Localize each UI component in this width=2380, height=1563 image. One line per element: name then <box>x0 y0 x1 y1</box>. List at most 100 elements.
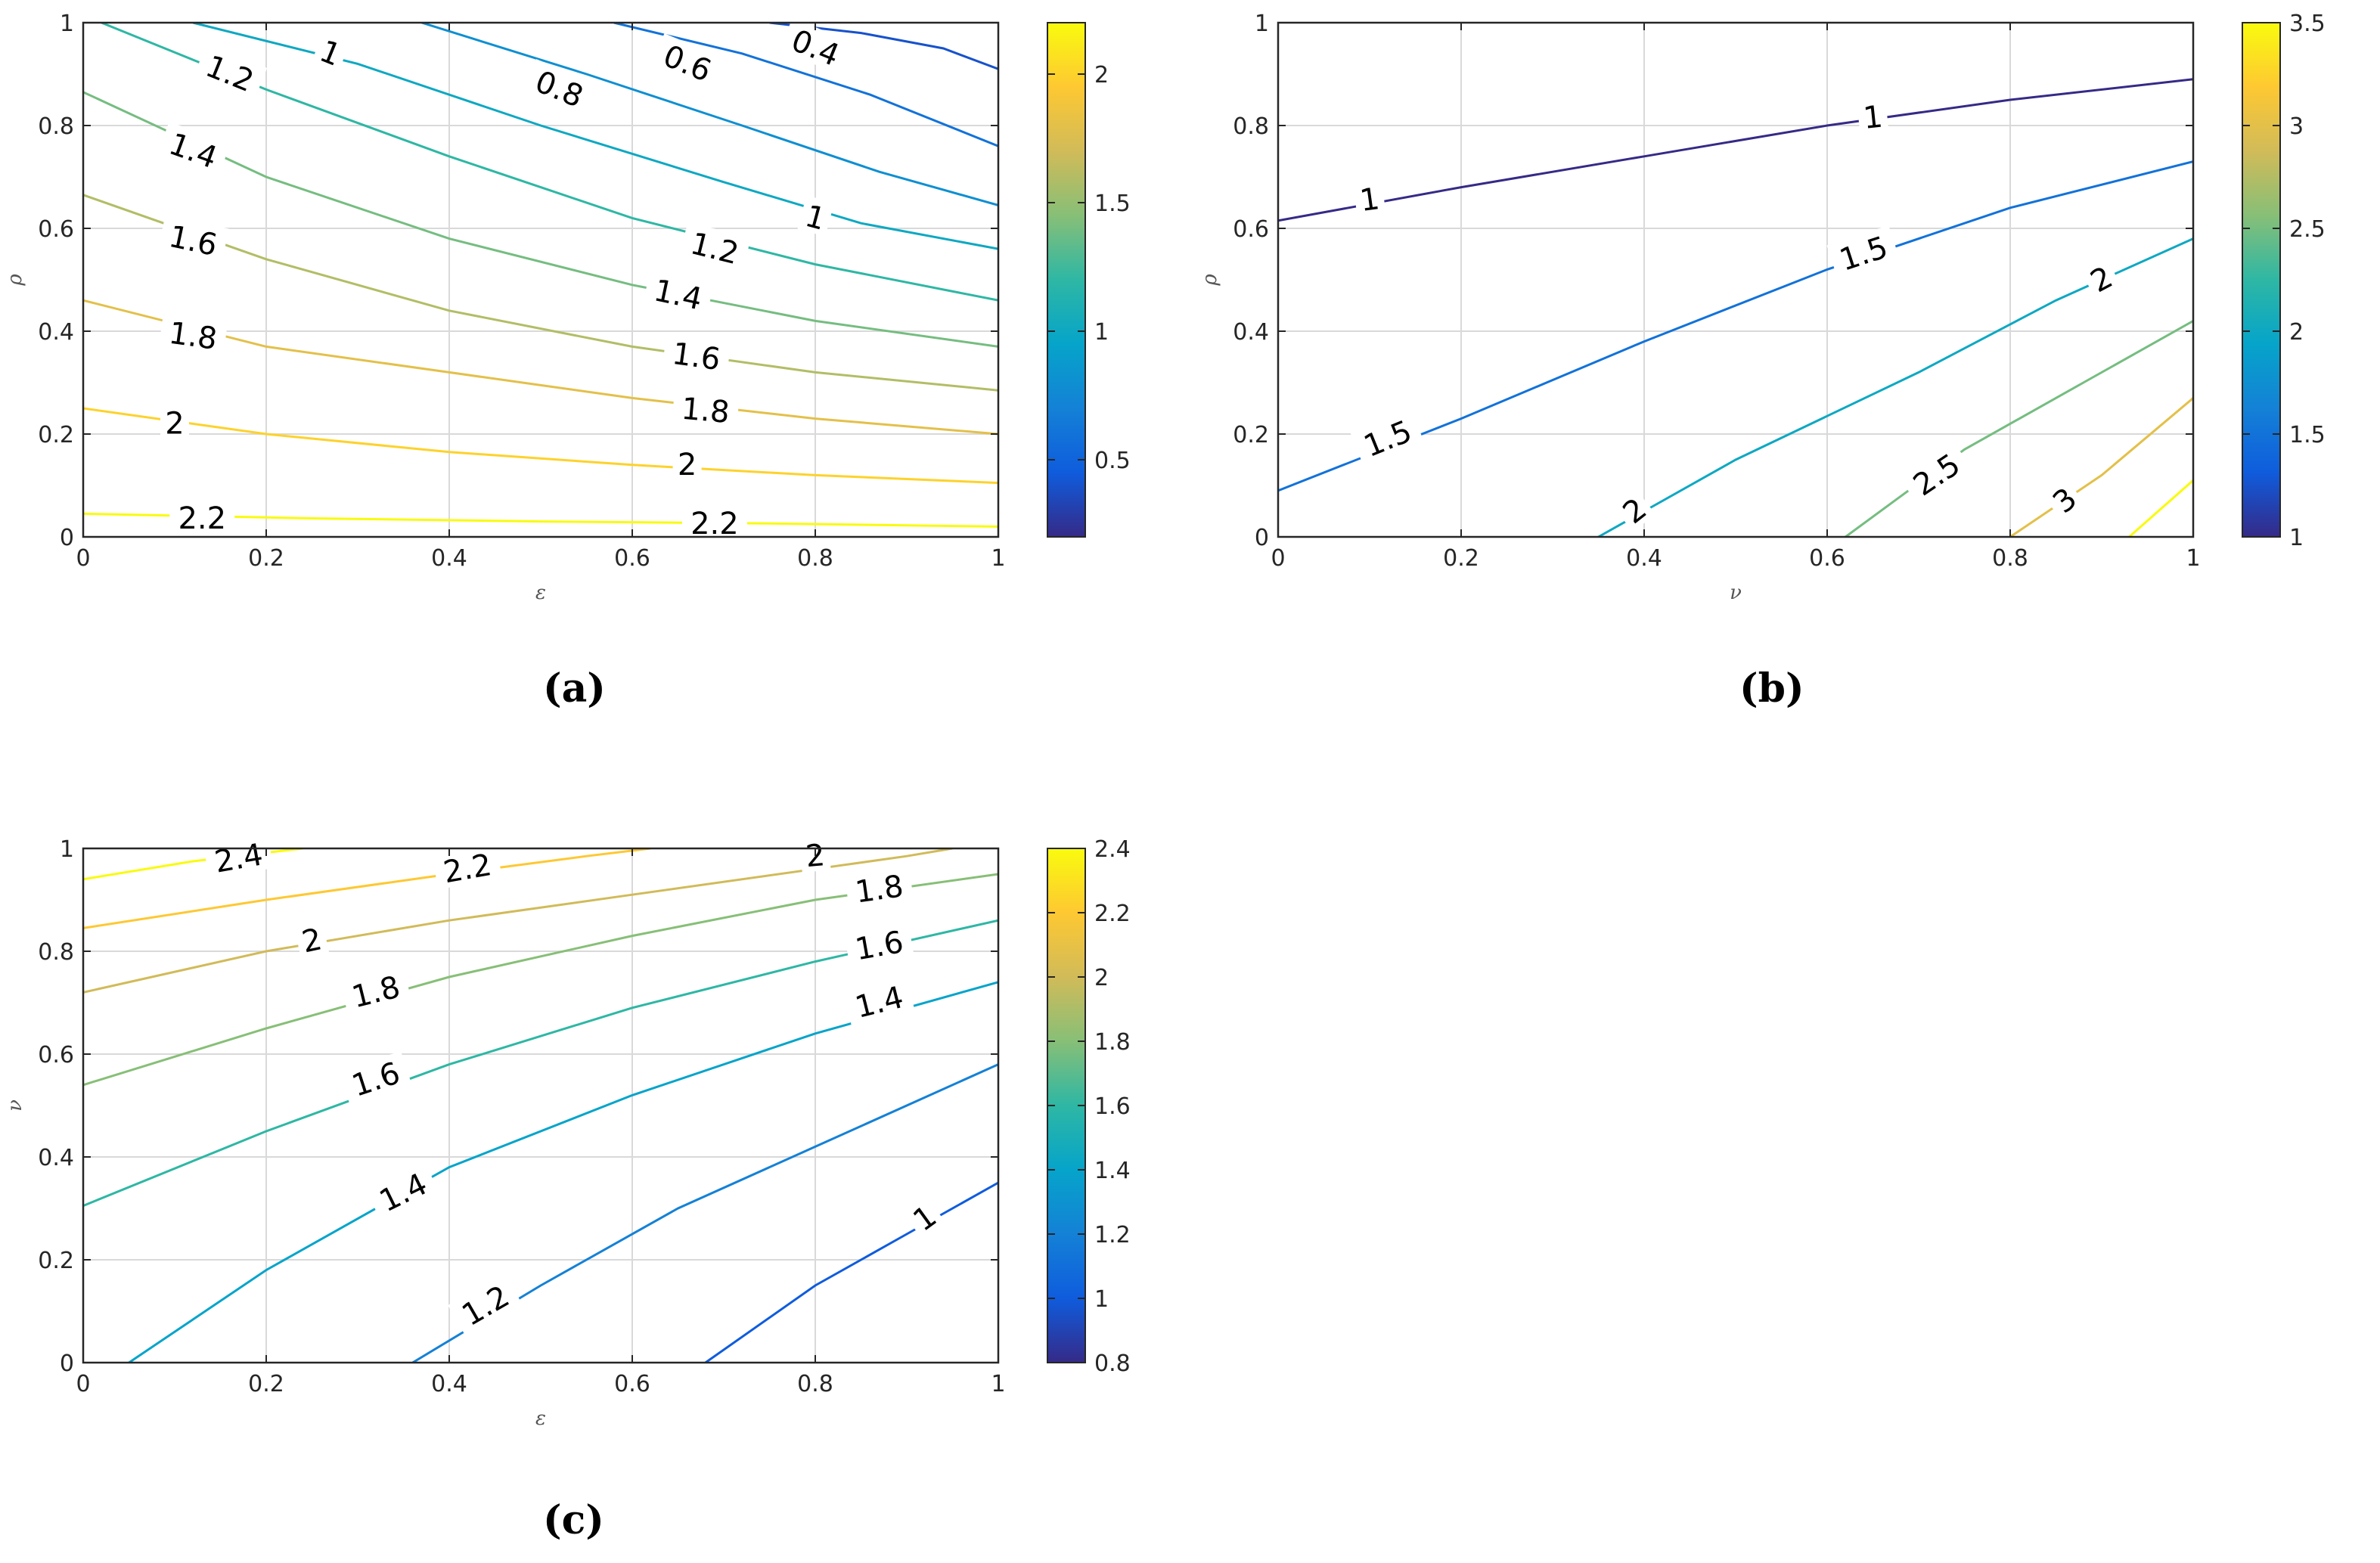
contour-plot-a: 2.2 2.2221.81.81.61.61.41.41.21.2110.80.6… <box>4 11 1131 604</box>
contour-label-bg <box>169 499 235 535</box>
plot-area <box>1278 23 2193 537</box>
contour-label-bg <box>365 1161 439 1221</box>
colorbar-tick-label: 1 <box>2289 525 2304 551</box>
contour-label: 1.8 <box>158 312 228 357</box>
y-tick-label: 0.2 <box>1233 422 1269 448</box>
colorbar-tick-label: 2 <box>2289 319 2304 346</box>
contour-label-bg <box>901 1194 946 1239</box>
y-axis-label: ρ <box>1199 274 1221 287</box>
contour-label-bg <box>779 17 853 75</box>
y-tick-label: 0.2 <box>38 422 74 448</box>
colorbar-tick-label: 1.5 <box>2289 422 2326 448</box>
y-tick-label: 0.8 <box>38 113 74 140</box>
x-tick-label: 1 <box>2186 545 2200 572</box>
contour-label: 1.4 <box>643 269 714 318</box>
contour-label-text: 2 <box>165 406 184 441</box>
x-tick-label: 1 <box>991 1371 1005 1397</box>
contour-label-text: 1.8 <box>853 869 905 910</box>
x-tick-label: 0.4 <box>431 545 467 572</box>
contour-label-text: 1.6 <box>670 336 722 377</box>
contour-line-0.6 <box>613 23 998 147</box>
colorbar-tick-label: 1.4 <box>1094 1158 1131 1184</box>
contour-label-text: 2 <box>804 838 826 874</box>
contour-label-text: 1.6 <box>852 925 906 967</box>
x-axis-label: ν <box>1730 581 1742 604</box>
contour-label-bg <box>1899 440 1973 507</box>
contour-label: 1.2 <box>679 222 751 272</box>
contour-label-bg <box>157 121 231 177</box>
contour-label-bg <box>672 388 740 430</box>
contour-label: 1.6 <box>843 921 914 967</box>
contour-label-text: 2.2 <box>178 501 226 536</box>
contour-label: 2.2 <box>681 504 747 541</box>
colorbar-tick-label: 1 <box>1094 319 1109 346</box>
x-tick-label: 0.6 <box>614 1371 650 1397</box>
contour-label-bg <box>194 43 268 101</box>
x-tick-label: 0.8 <box>1992 545 2028 572</box>
contour-label-text: 1.8 <box>166 316 219 357</box>
y-tick-label: 0.4 <box>38 1145 74 1171</box>
colorbar-tick-label: 1.8 <box>1094 1029 1131 1056</box>
colorbar-tick-label: 3.5 <box>2289 11 2326 37</box>
contour-label-text: 1 <box>1358 181 1382 219</box>
contour-label-bg <box>1856 96 1889 135</box>
x-tick-label: 0.6 <box>614 545 650 572</box>
y-tick-label: 0 <box>60 525 74 551</box>
contour-label-bg <box>679 222 751 272</box>
contour-line-1.8 <box>83 873 998 1087</box>
y-tick-label: 0.4 <box>38 319 74 346</box>
x-tick-label: 0.6 <box>1809 545 1845 572</box>
contour-label: 1 <box>1352 178 1386 219</box>
contour-label: 1 <box>797 195 835 237</box>
contour-label-bg <box>672 445 702 480</box>
colorbar-tick-label: 2.5 <box>2289 216 2326 243</box>
contour-label-bg <box>651 33 725 91</box>
plot-area <box>83 23 998 537</box>
contour-label-bg <box>293 919 330 959</box>
panel-c: 2.4 2.2 2 2 1.8 1.8 1.6 1.6 1.4 1.4 1.2 1 0 0.2 0.4 0.6… <box>0 826 1180 1456</box>
contour-label-bg <box>158 312 228 356</box>
panel-a: 2.2 2.2 2 2 1.8 1.8 1.6 1.6 1.4 1.4 1.2 1.2 1 1 0.8 0.6… <box>0 0 1180 631</box>
contour-line-1.5 <box>1278 160 2193 492</box>
colorbar-tick-label: 3 <box>2289 113 2304 140</box>
y-tick-label: 0.8 <box>38 939 74 966</box>
contour-lines <box>1278 78 2193 537</box>
colorbar-tick-label: 1 <box>1094 1286 1109 1313</box>
y-axis-label: ρ <box>4 274 26 287</box>
contour-line-1 <box>704 1181 998 1363</box>
contour-label-text: 1.8 <box>680 392 731 430</box>
contour-label-bg <box>842 975 915 1025</box>
colorbar-tick-label: 0.5 <box>1094 448 1131 474</box>
x-tick-label: 0.8 <box>797 1371 833 1397</box>
contour-plot-c: 2.4 2.2 221.81.81.61.61.41.41.210 0.2 0.4 0.6… <box>4 833 1131 1430</box>
y-tick-label: 0.4 <box>1233 319 1269 346</box>
contour-label: 1.8 <box>844 865 914 910</box>
contour-label-bg <box>523 59 597 116</box>
contour-line-3.5 <box>2128 479 2193 537</box>
contour-label-bg <box>844 865 914 910</box>
contour-label-bg <box>662 333 731 377</box>
y-tick-label: 1 <box>1255 11 1269 37</box>
contour-label-bg <box>2080 256 2122 300</box>
y-tick-label: 0.2 <box>38 1248 74 1274</box>
colorbar-tick-label: 0.8 <box>1094 1351 1131 1377</box>
x-tick-label: 0.4 <box>431 1371 467 1397</box>
contour-label-bg <box>160 404 189 439</box>
contour-line-2.5 <box>1845 320 2193 537</box>
axes-box <box>82 21 1000 538</box>
contour-label: 2 <box>672 445 702 482</box>
y-tick-label: 0.6 <box>38 1042 74 1068</box>
contour-label-bg <box>643 269 714 317</box>
contour-line-1 <box>1278 78 2193 222</box>
panel-b: 1 1 1.5 1.5 2 2 2.5 3 0 0.2 0.4 0.6 0.8 1 0 0.2 0.4 0.6 0.… <box>1195 0 2375 631</box>
caption-c: (c) <box>543 1497 604 1543</box>
contour-label-bg <box>1826 225 1900 279</box>
contour-label-bg <box>311 29 352 73</box>
contour-label-bg <box>843 921 914 967</box>
colorbar-tick-label: 2.2 <box>1094 901 1131 927</box>
colorbar-tick-label: 2 <box>1094 62 1109 88</box>
y-tick-label: 0.6 <box>1233 216 1269 243</box>
x-tick-label: 0 <box>1271 545 1285 572</box>
contour-line-1.6 <box>83 194 998 392</box>
